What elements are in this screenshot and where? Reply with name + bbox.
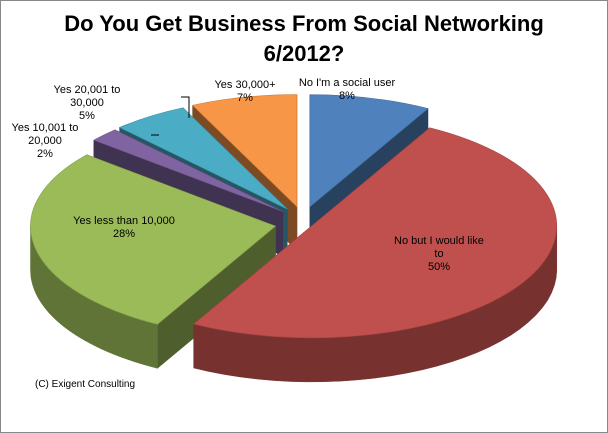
data-label-line: Yes less than 10,000 <box>73 215 175 227</box>
chart-title: Do You Get Business From Social Networki… <box>64 11 544 66</box>
slice-would-like-to <box>193 127 558 383</box>
data-label-line: Yes 30,000+ <box>214 79 275 91</box>
data-label-less-than-10000: Yes less than 10,000 28% <box>73 215 175 240</box>
data-label-line: 7% <box>237 92 253 104</box>
data-label-line: 8% <box>339 90 355 102</box>
data-label-line: Yes 10,001 to <box>12 122 79 134</box>
data-label-20001-to-30000: Yes 20,001 to 30,000 5% <box>54 84 121 122</box>
data-label-line: 5% <box>79 110 95 122</box>
slice-top <box>309 94 429 208</box>
pie-slices <box>30 94 558 383</box>
data-label-line: No I'm a social user <box>299 77 396 89</box>
data-label-line: 2% <box>37 148 53 160</box>
data-label-line: 50% <box>428 261 450 273</box>
data-label-line: Yes 20,001 to <box>54 84 121 96</box>
data-labels: No I'm a social user 8% No but I would lik… <box>12 77 484 273</box>
data-label-line: 28% <box>113 228 135 240</box>
slice-top <box>30 154 277 325</box>
data-label-line: No but I would like <box>394 235 484 247</box>
copyright-credit: (C) Exigent Consulting <box>35 379 136 390</box>
slice-less-than-10000 <box>30 154 277 369</box>
slice-top <box>118 107 288 210</box>
data-label-line: 30,000 <box>70 97 104 109</box>
slice-top <box>93 129 283 212</box>
data-label-10001-to-20000: Yes 10,001 to 20,000 2% <box>12 122 79 160</box>
data-label-30000-plus: Yes 30,000+ 7% <box>214 79 275 104</box>
leader-line-20001-to-30000 <box>181 96 190 118</box>
data-label-line: 20,000 <box>28 135 62 147</box>
data-label-social-user: No I'm a social user 8% <box>299 77 396 102</box>
leader-lines <box>151 96 190 136</box>
slice-top <box>193 127 558 339</box>
data-label-line: to <box>434 248 443 260</box>
slice-top <box>191 94 298 208</box>
data-label-would-like-to: No but I would like to 50% <box>394 235 484 273</box>
